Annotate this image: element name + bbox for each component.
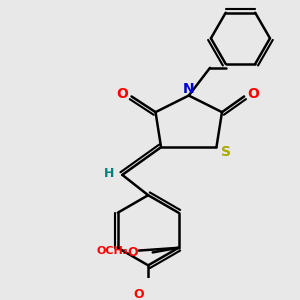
Text: S: S xyxy=(221,145,231,159)
Text: N: N xyxy=(183,82,195,96)
Text: O: O xyxy=(248,87,259,101)
Text: O: O xyxy=(116,87,128,101)
Text: O: O xyxy=(134,288,144,300)
Text: H: H xyxy=(104,167,115,179)
Text: O: O xyxy=(127,246,138,259)
Text: OCH₃: OCH₃ xyxy=(96,246,128,256)
